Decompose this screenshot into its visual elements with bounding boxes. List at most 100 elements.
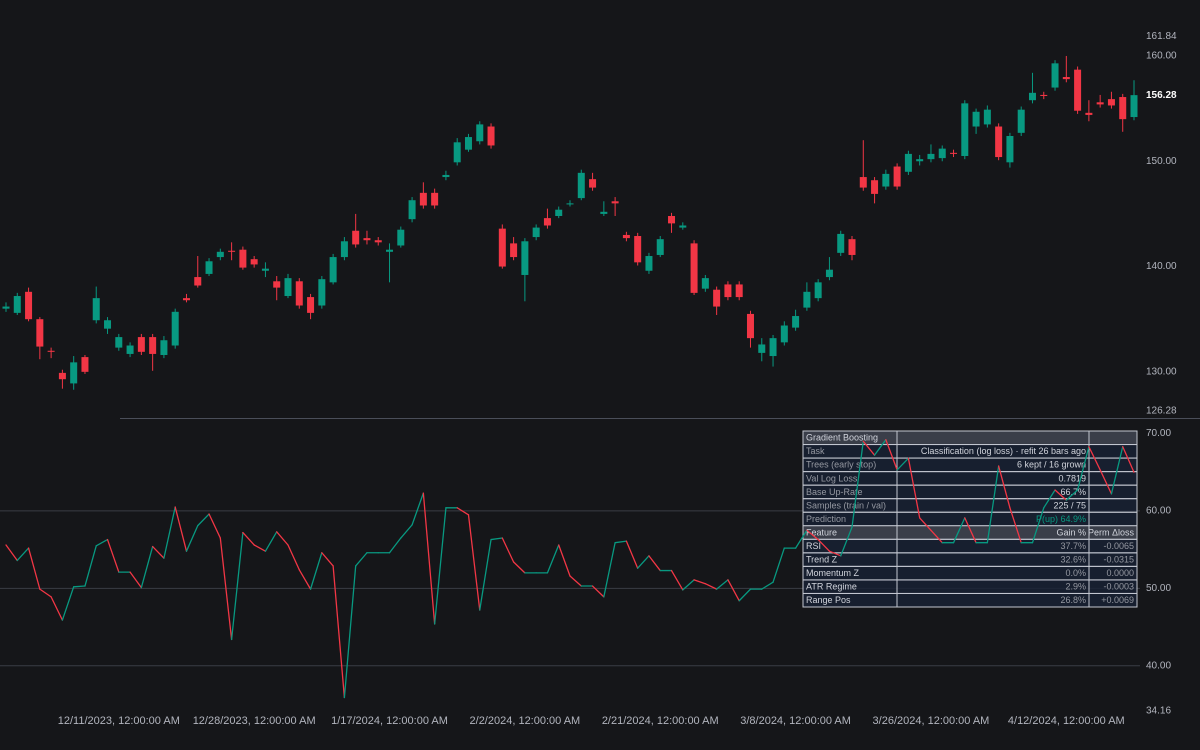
candle-body (713, 289, 721, 307)
candle-body (1074, 69, 1082, 111)
candle-body (983, 109, 991, 125)
line-segment (332, 565, 346, 699)
candle-body (453, 142, 461, 163)
line-segment (873, 439, 887, 456)
line-segment (27, 547, 41, 590)
line-segment (828, 550, 842, 557)
row-value: Classification (log loss) · refit 26 bar… (921, 446, 1086, 456)
line-segment (1099, 469, 1113, 495)
line-segment (479, 538, 492, 611)
line-segment (433, 507, 447, 625)
candle-body (769, 338, 777, 357)
feature-perm: -0.0003 (1103, 582, 1134, 592)
candle-body (149, 337, 157, 354)
row-label: Val Log Loss (806, 473, 858, 483)
candle-body (115, 337, 123, 348)
candle-body (1017, 109, 1025, 133)
line-segment (637, 555, 650, 569)
candle-body (555, 209, 563, 217)
table-column-header: Perm Δloss (1088, 527, 1135, 537)
candle-body (758, 344, 766, 353)
line-segment (501, 537, 515, 563)
line-segment (986, 465, 1000, 544)
candle-body (307, 297, 315, 313)
candle-body (284, 278, 292, 297)
feature-gain: 37.7% (1060, 541, 1086, 551)
candle-body (577, 172, 585, 199)
line-segment (896, 457, 910, 471)
candle-body (814, 282, 822, 299)
candle-body (1085, 112, 1093, 115)
candle-body (871, 180, 879, 194)
line-segment (1054, 489, 1067, 501)
candle-body (419, 192, 427, 206)
candle-body (1006, 135, 1014, 163)
table-background (803, 431, 1137, 607)
candle-body (160, 340, 168, 355)
candle-body (622, 234, 630, 239)
line-segment (704, 583, 718, 590)
candle-body (724, 284, 732, 298)
line-segment (276, 531, 289, 546)
candle-body (239, 249, 247, 268)
line-segment (862, 440, 876, 456)
y-tick-label: 60.00 (1146, 506, 1171, 517)
line-segment (952, 517, 966, 544)
x-tick-label: 4/12/2024, 12:00:00 AM (1008, 715, 1125, 727)
line-segment (50, 596, 64, 621)
candle-body (701, 278, 709, 289)
line-segment (129, 571, 143, 589)
line-segment (411, 492, 425, 526)
row-value: 0.7819 (1058, 473, 1086, 483)
line-segment (163, 506, 176, 559)
candle-body (476, 124, 484, 142)
candle-body (780, 325, 788, 343)
row-label: Base Up-Rate (806, 487, 863, 497)
table-column-header: Feature (806, 527, 837, 537)
candle-body (442, 174, 450, 178)
candle-body (36, 319, 44, 347)
candle-body (645, 256, 653, 271)
line-segment (614, 540, 628, 544)
candle-body (1040, 94, 1048, 96)
line-segment (242, 531, 255, 546)
line-segment (761, 581, 774, 590)
feature-gain: 0.0% (1065, 568, 1086, 578)
line-segment (321, 552, 334, 567)
candle-body (25, 291, 33, 320)
candle-body (521, 241, 529, 275)
candle-body (656, 239, 664, 255)
table-column-header: Gain % (1056, 527, 1086, 537)
candle-body (1062, 77, 1070, 80)
x-tick-label: 3/26/2024, 12:00:00 AM (873, 715, 990, 727)
y-tick-label: 70.00 (1146, 428, 1171, 439)
line-segment (422, 492, 436, 625)
line-segment (512, 561, 526, 574)
feature-name: Momentum Z (806, 568, 860, 578)
candle-body (171, 311, 179, 346)
line-segment (727, 579, 740, 602)
candle-body (228, 250, 236, 252)
table-header-cell (896, 430, 1090, 446)
feature-gain: 2.9% (1065, 582, 1086, 592)
row-value: P(up) 64.9% (1036, 514, 1086, 524)
y-tick-label: 160.00 (1146, 51, 1177, 62)
line-segment (907, 457, 921, 519)
line-segment (355, 552, 368, 567)
line-segment (840, 526, 853, 557)
candle-body (408, 200, 416, 220)
line-segment (174, 506, 188, 552)
feature-name: RSI (806, 541, 821, 551)
feature-perm: +0.0069 (1101, 595, 1134, 605)
candle-body (498, 228, 506, 267)
candle-body (352, 230, 360, 245)
candle-body (1107, 99, 1115, 106)
line-segment (693, 579, 707, 585)
line-segment (682, 579, 695, 591)
y-tick-label: 130.00 (1146, 366, 1177, 377)
candle-body (1051, 63, 1059, 88)
candle-body (182, 298, 190, 301)
